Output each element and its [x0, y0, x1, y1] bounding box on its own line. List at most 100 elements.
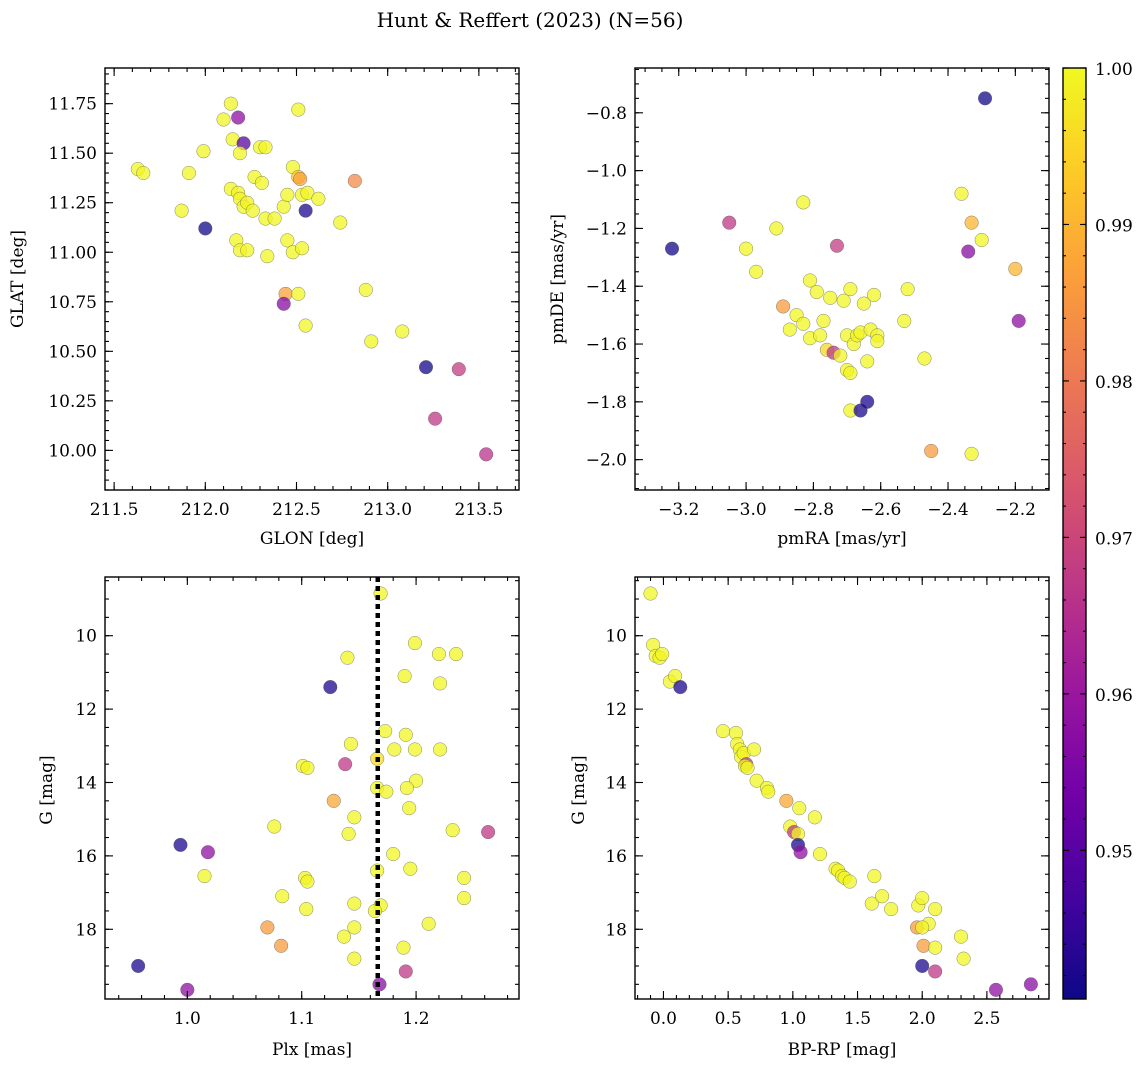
data-point [340, 650, 355, 665]
data-point [347, 810, 362, 825]
data-point [433, 676, 448, 691]
data-point [428, 411, 443, 426]
colorbar-tick-label: 0.96 [1095, 686, 1133, 706]
data-point [978, 91, 993, 106]
data-point [223, 96, 238, 111]
data-point [198, 221, 213, 236]
data-point [280, 233, 295, 248]
x-tick-label: −2.8 [793, 500, 834, 520]
x-tick-label: −3.0 [725, 500, 766, 520]
data-point [954, 186, 969, 201]
data-point [715, 724, 731, 739]
data-point [974, 232, 989, 248]
x-axis-label: BP-RP [mag] [788, 1040, 897, 1060]
data-point [232, 146, 248, 161]
data-point [260, 249, 275, 264]
data-point [291, 102, 306, 117]
data-point [746, 742, 762, 757]
colorbar-tick-label: 0.99 [1095, 216, 1133, 236]
y-tick-label: 12 [75, 700, 97, 720]
data-point [378, 724, 393, 739]
data-point [673, 680, 688, 695]
y-tick-label: 10.75 [48, 293, 97, 313]
x-tick-label: 213.0 [363, 500, 412, 520]
data-point [449, 647, 464, 662]
data-point [274, 938, 289, 953]
data-point [323, 680, 338, 695]
y-tick-label: 12 [605, 700, 627, 720]
data-point [793, 845, 808, 860]
data-point [386, 847, 401, 862]
data-point [866, 287, 882, 302]
data-point [856, 296, 871, 311]
data-point [231, 110, 246, 125]
data-point [812, 847, 828, 862]
data-point [338, 757, 353, 772]
x-tick-label: 0.5 [715, 1009, 742, 1029]
data-point [988, 982, 1004, 997]
colorbar-tick-label: 0.95 [1095, 842, 1133, 862]
data-point [275, 889, 290, 904]
data-point [749, 773, 764, 788]
data-point [964, 215, 979, 230]
data-point [358, 282, 373, 297]
data-point [343, 736, 358, 752]
data-point [347, 920, 362, 935]
axes-frame [634, 67, 1050, 491]
data-point [867, 869, 882, 884]
y-tick-label: −0.8 [586, 104, 627, 124]
axes-frame [104, 576, 520, 1000]
data-point [956, 951, 971, 966]
data-point [347, 951, 362, 966]
data-point [875, 889, 890, 904]
y-tick-label: 10 [75, 627, 97, 647]
colorbar-tick-label: 0.98 [1095, 373, 1133, 393]
y-tick-label: −1.4 [586, 277, 627, 297]
panel-bprp-g: BP-RP [mag] G [mag] 0.0 0.5 1.0 1.5 2.0 2.5 10… [569, 576, 1050, 1060]
x-tick-label: 212.5 [272, 500, 321, 520]
colorbar: 0.95 0.96 0.97 0.98 0.99 1.00 [1062, 60, 1133, 1000]
x-tick-label: 2.5 [973, 1009, 1000, 1029]
colorbar-tick-label: 1.00 [1095, 60, 1133, 80]
data-point [300, 874, 315, 889]
x-tick-label: 213.5 [455, 500, 504, 520]
data-point [336, 929, 352, 944]
data-point [792, 801, 807, 816]
y-axis-label: GLAT [deg] [8, 230, 28, 328]
data-point [740, 760, 755, 775]
data-point [928, 902, 943, 917]
y-tick-label: −2.0 [586, 451, 627, 471]
data-point [1011, 313, 1026, 328]
data-point [655, 647, 670, 662]
y-tick-label: 11.00 [48, 243, 97, 263]
data-point [260, 920, 275, 935]
data-point [216, 112, 231, 127]
data-point [664, 241, 680, 256]
y-tick-label: −1.6 [586, 335, 627, 355]
data-point [917, 351, 932, 366]
x-axis-label: Plx [mas] [272, 1040, 352, 1060]
y-tick-label: 18 [605, 920, 627, 940]
data-point [196, 144, 211, 159]
y-tick-label: 10.25 [48, 392, 97, 412]
y-tick-label: −1.0 [586, 162, 627, 182]
y-tick-label: −1.8 [586, 393, 627, 413]
data-point [915, 958, 930, 974]
y-tick-label: 11.75 [48, 95, 97, 115]
x-tick-label: 2.0 [909, 1009, 936, 1029]
x-tick-label: 212.0 [181, 500, 230, 520]
data-point [953, 929, 969, 944]
data-point [864, 896, 879, 911]
x-tick-label: −3.2 [658, 500, 699, 520]
data-point [280, 187, 295, 202]
data-point [833, 348, 848, 363]
data-point [836, 293, 851, 308]
data-point [397, 669, 412, 684]
data-point [396, 940, 411, 955]
y-tick-label: 14 [605, 773, 627, 793]
data-point [333, 215, 348, 230]
data-point [813, 328, 828, 343]
x-tick-label: 1.0 [779, 1009, 806, 1029]
data-point [298, 318, 313, 333]
data-point [749, 264, 764, 279]
